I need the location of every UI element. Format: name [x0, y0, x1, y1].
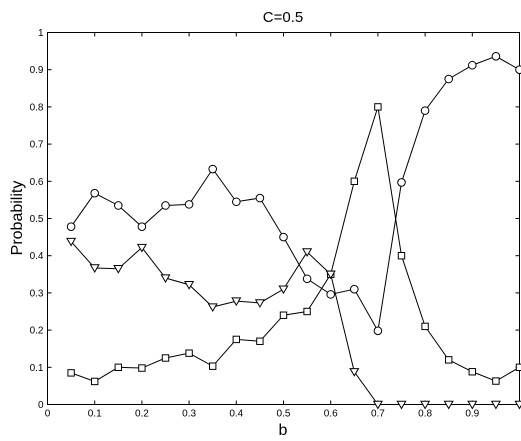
data-point-circle	[161, 201, 170, 210]
data-point-triangle-down	[396, 400, 407, 410]
data-point-circle	[232, 197, 241, 207]
data-point-triangle-down	[325, 270, 336, 280]
y-tick-label: 0.9	[30, 65, 44, 76]
axis-ticks: 0 0.1 0.2 0.3 0.4 0.5 0.6 0.7 0.8 0.9 0 0.1 0.2 0.3 0.…	[30, 28, 520, 420]
x-axis-label: b	[279, 422, 288, 439]
data-point-square	[256, 337, 264, 345]
data-point-triangle-down	[113, 265, 124, 274]
data-point-circle	[279, 232, 288, 242]
data-point-square	[350, 177, 359, 186]
x-tick-label: 0.7	[371, 409, 385, 420]
x-tick-label: 0.5	[277, 409, 291, 420]
data-point-square	[397, 252, 406, 260]
y-axis-label: Probability	[9, 181, 26, 256]
data-point-triangle-down	[207, 303, 218, 313]
series-lines	[70, 55, 520, 405]
series-line-circle	[70, 55, 520, 333]
x-tick-label: 0.3	[182, 409, 196, 420]
data-point-circle	[515, 65, 521, 74]
data-point-triangle-down	[231, 297, 242, 307]
series-line-square	[70, 106, 520, 382]
x-tick-label: 0.4	[229, 409, 243, 420]
y-tick-label: 0.2	[30, 326, 44, 337]
x-tick-label: 0.8	[418, 409, 432, 420]
data-point-triangle-down	[66, 237, 77, 247]
x-tick-label: 0.9	[465, 409, 479, 420]
data-point-triangle-down	[372, 400, 383, 410]
x-tick-label: 0.6	[324, 409, 338, 420]
x-tick-label: 0	[45, 409, 51, 420]
data-point-circle	[420, 106, 430, 115]
data-point-triangle-down	[160, 274, 171, 284]
data-point-square	[232, 335, 241, 344]
data-point-triangle-down	[443, 400, 454, 410]
data-point-square	[303, 307, 311, 316]
data-point-triangle-down	[278, 285, 289, 295]
plot-area	[47, 32, 520, 405]
y-tick-label: 0.5	[30, 214, 44, 225]
data-point-triangle-down	[302, 248, 313, 257]
data-point-square	[114, 363, 122, 372]
data-point-triangle-down	[184, 281, 195, 290]
data-point-circle	[184, 200, 194, 209]
data-point-triangle-down	[349, 368, 360, 377]
data-point-square	[421, 322, 429, 331]
data-point-triangle-down	[467, 400, 478, 410]
data-point-square	[492, 377, 500, 385]
y-tick-label: 0.1	[30, 363, 44, 374]
data-point-circle	[350, 284, 359, 294]
data-point-square	[138, 364, 146, 372]
data-point-circle	[444, 74, 454, 84]
data-point-square	[209, 362, 217, 370]
data-point-triangle-down	[490, 400, 501, 410]
data-point-square	[161, 354, 170, 362]
x-tick-label: 0.1	[88, 409, 102, 420]
data-point-square	[515, 363, 521, 372]
y-tick-label: 1	[38, 28, 44, 39]
y-tick-label: 0.3	[30, 288, 44, 299]
data-point-circle	[137, 222, 147, 231]
data-point-square	[91, 377, 99, 386]
data-point-triangle-down	[254, 299, 265, 308]
series-line-triangle-down	[70, 241, 520, 405]
y-tick-label: 0.8	[30, 102, 44, 113]
x-tick-label: 0.2	[135, 409, 149, 420]
data-point-square	[445, 356, 453, 364]
y-tick-label: 0	[38, 400, 44, 411]
data-point-circle	[66, 222, 76, 231]
data-point-triangle-down	[136, 243, 147, 253]
data-point-square	[279, 311, 288, 319]
data-point-triangle-down	[514, 400, 521, 410]
data-point-circle	[255, 193, 265, 203]
chart-title: C=0.5	[263, 9, 303, 26]
data-point-square	[185, 349, 193, 357]
y-tick-label: 0.4	[30, 251, 44, 262]
data-point-circle	[397, 178, 406, 187]
data-point-triangle-down	[89, 264, 100, 273]
data-point-triangle-down	[420, 400, 431, 410]
data-point-circle	[114, 201, 123, 210]
y-tick-label: 0.6	[30, 177, 44, 188]
data-point-circle	[491, 52, 501, 61]
data-point-circle	[208, 164, 217, 174]
data-point-square	[67, 369, 75, 377]
data-point-circle	[326, 290, 336, 299]
data-point-circle	[468, 60, 477, 70]
data-point-circle	[90, 188, 99, 198]
data-point-circle	[302, 274, 312, 284]
data-point-square	[468, 368, 477, 376]
data-point-square	[374, 103, 382, 111]
y-tick-label: 0.7	[30, 140, 44, 151]
series-markers	[66, 52, 521, 410]
data-point-circle	[373, 326, 383, 336]
